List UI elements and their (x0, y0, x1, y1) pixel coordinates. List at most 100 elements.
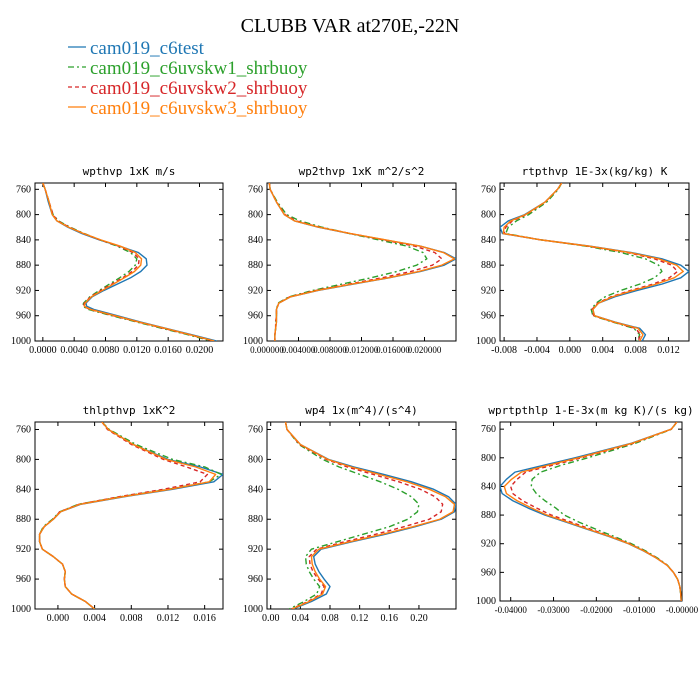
y-tick-label: 1000 (243, 604, 263, 615)
panel-4: thlpthvp 1xK^2 760 800 840 880 920 960 1000 0.00… (11, 404, 224, 624)
legend-label-cam019_c6uvskw1_shrbuoy: cam019_c6uvskw1_shrbuoy (90, 58, 308, 79)
legend-label-cam019_c6uvskw3_shrbuoy: cam019_c6uvskw3_shrbuoy (90, 98, 308, 119)
y-tick-label: 920 (16, 544, 31, 555)
y-tick-label: 760 (248, 184, 263, 195)
y-tick-label: 800 (248, 210, 263, 221)
series-line-cam019_c6uvskw1_shrbuoy (505, 183, 663, 341)
x-tick-label: 0.004 (83, 613, 106, 624)
y-tick-label: 840 (248, 235, 263, 246)
x-tick-label: 0.004000 (282, 345, 316, 355)
y-tick-label: 1000 (476, 336, 496, 347)
series-line-cam019_c6uvskw1_shrbuoy (268, 183, 428, 341)
x-tick-label: 0.0000 (29, 345, 57, 356)
series-line-cam019_c6test (42, 183, 217, 341)
y-tick-label: 920 (248, 285, 263, 296)
x-tick-label: 0.000 (559, 345, 582, 356)
x-tick-label: 0.0200 (186, 345, 214, 356)
panel-title: wprtpthlp 1-E-3x(m kg K)/(s kg) (488, 404, 693, 417)
x-tick-label: 0.16 (381, 613, 399, 624)
y-tick-label: 760 (481, 424, 496, 435)
y-tick-label: 920 (248, 544, 263, 555)
series-line-cam019_c6uvskw1_shrbuoy (42, 183, 212, 341)
x-tick-label: 0.008000 (313, 345, 347, 355)
series-line-cam019_c6test (500, 183, 689, 341)
series-line-cam019_c6uvskw3_shrbuoy (38, 422, 217, 609)
x-tick-label: -0.04000 (495, 605, 528, 615)
y-tick-label: 840 (248, 484, 263, 495)
panels: wpthvp 1xK m/s76080084088092096010000.00… (11, 165, 699, 624)
panel-title: rtpthvp 1E-3x(kg/kg) K (522, 165, 668, 178)
y-tick-label: 760 (248, 424, 263, 435)
y-tick-label: 880 (481, 510, 496, 521)
x-tick-label: 0.08 (321, 613, 339, 624)
series-line-cam019_c6uvskw2_shrbuoy (42, 183, 214, 341)
panel-title: wpthvp 1xK m/s (83, 165, 176, 178)
panel-title: thlpthvp 1xK^2 (83, 404, 176, 417)
series-line-cam019_c6uvskw3_shrbuoy (268, 183, 456, 341)
panel-2: wp2thvp 1xK m^2/s^2 760 800 840 880 920 960 100… (243, 165, 457, 355)
y-tick-label: 800 (16, 454, 31, 465)
legend-label-cam019_c6test: cam019_c6test (90, 38, 205, 59)
panel-title: wp2thvp 1xK m^2/s^2 (299, 165, 425, 178)
series-line-cam019_c6test (268, 183, 456, 341)
y-tick-label: 880 (16, 260, 31, 271)
x-tick-label: -0.008 (491, 345, 517, 356)
y-tick-label: 920 (481, 539, 496, 550)
series-line-cam019_c6uvskw1_shrbuoy (38, 422, 222, 609)
x-tick-label: 0.000000 (250, 345, 284, 355)
series-line-cam019_c6uvskw3_shrbuoy (503, 422, 682, 601)
x-tick-label: -0.004 (524, 345, 550, 356)
y-tick-label: 800 (481, 210, 496, 221)
y-tick-label: 920 (16, 285, 31, 296)
panel-frame (34, 182, 224, 342)
y-tick-label: 760 (481, 184, 496, 195)
panel-1: wpthvp 1xK m/s76080084088092096010000.00… (11, 165, 224, 356)
y-tick-label: 800 (481, 453, 496, 464)
x-tick-label: 0.012000 (345, 345, 379, 355)
y-tick-label: 880 (248, 514, 263, 525)
y-tick-label: 760 (16, 184, 31, 195)
y-tick-label: 840 (16, 484, 31, 495)
x-tick-label: 0.008 (120, 613, 143, 624)
x-tick-label: 0.012 (657, 345, 680, 356)
x-tick-label: 0.0040 (60, 345, 88, 356)
x-tick-label: 0.0080 (92, 345, 120, 356)
legend-label-cam019_c6uvskw2_shrbuoy: cam019_c6uvskw2_shrbuoy (90, 78, 308, 99)
y-tick-label: 880 (16, 514, 31, 525)
y-tick-label: 960 (481, 567, 496, 578)
y-tick-label: 960 (248, 574, 263, 585)
x-tick-label: 0.016 (193, 613, 216, 624)
panel-frame (499, 182, 690, 342)
series-line-cam019_c6uvskw1_shrbuoy (284, 422, 420, 609)
y-tick-label: 960 (248, 311, 263, 322)
panel-frame (34, 421, 224, 610)
x-tick-label: 0.0160 (154, 345, 182, 356)
x-tick-label: -0.02000 (580, 605, 613, 615)
series-line-cam019_c6uvskw2_shrbuoy (284, 422, 444, 609)
x-tick-label: 0.0120 (123, 345, 151, 356)
y-tick-label: 800 (248, 454, 263, 465)
y-tick-label: 800 (16, 210, 31, 221)
x-tick-label: 0.12 (351, 613, 369, 624)
y-tick-label: 960 (16, 574, 31, 585)
y-tick-label: 1000 (11, 336, 31, 347)
panel-frame (266, 421, 457, 610)
panel-3: rtpthvp 1E-3x(kg/kg) K 760 800 840 880 920 960… (476, 165, 690, 356)
y-tick-label: 1000 (11, 604, 31, 615)
legend: cam019_c6testcam019_c6uvskw1_shrbuoycam0… (68, 38, 308, 119)
series-line-cam019_c6test (500, 422, 682, 601)
x-tick-label: -0.03000 (537, 605, 570, 615)
series-line-cam019_c6uvskw2_shrbuoy (268, 183, 443, 341)
x-tick-label: 0.04 (292, 613, 310, 624)
series-line-cam019_c6uvskw3_shrbuoy (284, 422, 456, 609)
x-tick-label: -0.01000 (623, 605, 656, 615)
x-tick-label: 0.00 (262, 613, 280, 624)
y-tick-label: 840 (481, 481, 496, 492)
figure-title: CLUBB VAR at270E,-22N (241, 15, 460, 37)
series-line-cam019_c6uvskw2_shrbuoy (503, 183, 679, 341)
y-tick-label: 920 (481, 285, 496, 296)
y-tick-label: 880 (481, 260, 496, 271)
x-tick-label: 0.016000 (376, 345, 410, 355)
x-tick-label: 0.000 (47, 613, 70, 624)
